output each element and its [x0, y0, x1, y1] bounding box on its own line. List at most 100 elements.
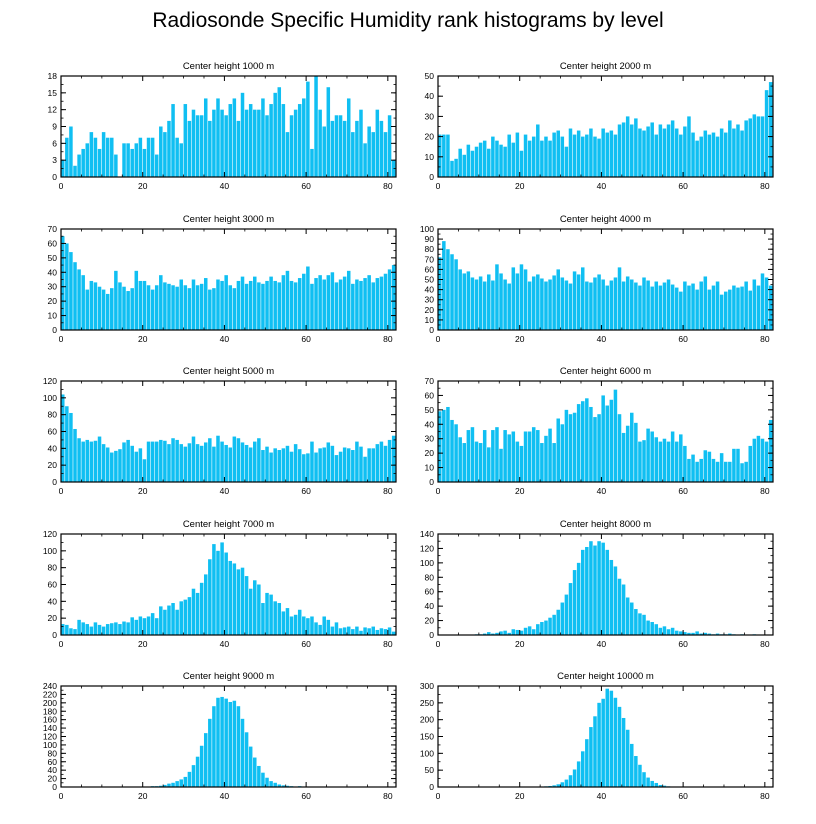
- histogram-bar: [515, 629, 520, 635]
- histogram-bar: [540, 278, 544, 330]
- histogram-bar: [601, 698, 605, 787]
- y-tick-label: 40: [48, 267, 58, 277]
- histogram-bar: [359, 446, 363, 482]
- histogram-bar: [503, 146, 507, 177]
- x-tick-label: 0: [436, 486, 441, 496]
- histogram-bar: [167, 783, 171, 787]
- x-tick-label: 60: [301, 486, 311, 496]
- histogram-bar: [470, 277, 475, 330]
- histogram-bar: [540, 140, 544, 177]
- histogram-bar: [564, 409, 569, 482]
- histogram-bar: [523, 627, 528, 635]
- y-tick-label: 50: [425, 71, 435, 81]
- histogram-bar: [736, 124, 740, 177]
- histogram-bar: [122, 286, 126, 330]
- histogram-bar: [244, 109, 249, 177]
- histogram-bar: [253, 580, 257, 635]
- histogram-bar: [293, 444, 298, 483]
- histogram-bar: [544, 435, 548, 482]
- histogram-bar: [134, 451, 139, 482]
- histogram-bar: [138, 616, 143, 635]
- histogram-bar: [220, 542, 224, 635]
- histogram-bar: [154, 618, 159, 635]
- histogram-bar: [195, 285, 200, 330]
- x-tick-label: 60: [301, 181, 311, 191]
- histogram-bar: [507, 434, 511, 482]
- histogram-bar: [191, 436, 196, 482]
- histogram-bar: [118, 449, 122, 482]
- x-tick-label: 60: [678, 791, 688, 801]
- y-tick-label: 10: [48, 311, 58, 321]
- y-tick-label: 0: [429, 325, 434, 335]
- histogram-bar: [244, 444, 249, 482]
- histogram-bar: [314, 278, 318, 330]
- histogram-bar: [617, 124, 622, 177]
- histogram-bar: [355, 279, 359, 330]
- histogram-bar: [589, 727, 593, 787]
- histogram-bar: [97, 436, 102, 482]
- histogram-bar: [723, 132, 728, 177]
- histogram-bar: [318, 109, 322, 177]
- histogram-bar: [195, 115, 200, 177]
- y-tick-label: 20: [425, 305, 435, 315]
- histogram-bar: [576, 274, 581, 330]
- x-tick-label: 0: [59, 181, 64, 191]
- histogram-bar: [523, 431, 528, 482]
- histogram-bar: [240, 442, 245, 482]
- histogram-bar: [634, 609, 638, 635]
- histogram-bar: [191, 109, 196, 177]
- y-tick-label: 60: [425, 587, 435, 597]
- histogram-bar: [195, 592, 200, 635]
- histogram-bar: [216, 279, 220, 330]
- histogram-bar: [277, 784, 282, 787]
- histogram-bar: [253, 757, 257, 787]
- histogram-bar: [293, 282, 298, 330]
- histogram-bar: [597, 138, 601, 177]
- histogram-bar: [674, 128, 679, 177]
- histogram-bar: [367, 126, 371, 177]
- histogram-bar: [322, 616, 326, 635]
- histogram-bar: [576, 562, 581, 635]
- histogram-bar: [646, 777, 650, 787]
- x-tick-label: 20: [138, 639, 148, 649]
- y-tick-label: 240: [43, 681, 57, 691]
- histogram-bar: [355, 120, 359, 177]
- histogram-bar: [531, 629, 536, 635]
- histogram-bar: [478, 443, 483, 482]
- histogram-bar: [69, 412, 73, 482]
- histogram-bar: [536, 124, 540, 177]
- histogram-bar: [142, 148, 147, 177]
- histogram-bar: [351, 450, 355, 482]
- histogram-bar: [383, 629, 388, 635]
- histogram-bar: [191, 765, 196, 787]
- histogram-bar: [232, 288, 237, 330]
- y-tick-label: 100: [43, 740, 57, 750]
- histogram-bar: [101, 626, 106, 635]
- histogram-bar: [203, 442, 208, 482]
- histogram-bar: [691, 454, 695, 482]
- histogram-bar: [269, 104, 273, 177]
- histogram-bar: [495, 140, 499, 177]
- histogram-bar: [654, 437, 659, 482]
- histogram-bar: [89, 441, 94, 482]
- histogram-bar: [228, 560, 233, 635]
- histogram-bar: [568, 414, 573, 482]
- histogram-bar: [482, 430, 487, 482]
- histogram-bar: [609, 130, 614, 177]
- histogram-bar: [609, 399, 614, 482]
- histogram-bar: [544, 136, 548, 177]
- histogram-bar: [253, 109, 257, 177]
- histogram-bar: [163, 132, 167, 177]
- histogram-bar: [728, 633, 732, 635]
- histogram-bar: [261, 98, 265, 177]
- histogram-bar: [621, 122, 626, 177]
- histogram-bar: [183, 446, 188, 482]
- y-tick-label: 120: [43, 376, 57, 386]
- histogram-panel: Center height 4000 m01020304050607080901…: [420, 214, 774, 344]
- y-tick-label: 0: [52, 630, 57, 640]
- histogram-bar: [163, 440, 167, 482]
- histogram-bar: [580, 267, 585, 330]
- histogram-bar: [613, 566, 618, 635]
- histogram-bar: [240, 276, 245, 330]
- histogram-bar: [302, 98, 306, 177]
